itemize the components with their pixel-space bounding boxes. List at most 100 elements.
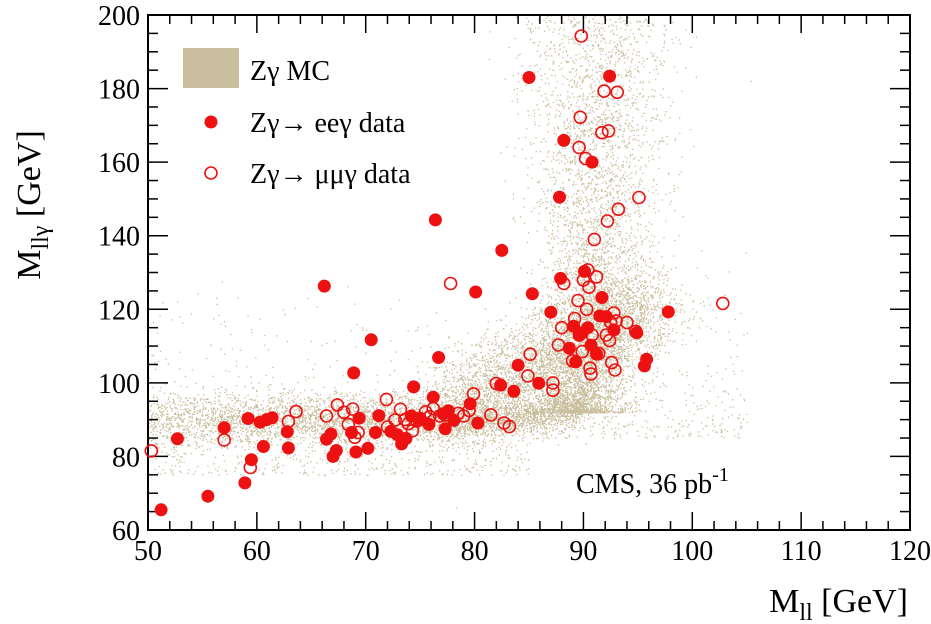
mumu-data-point bbox=[574, 29, 589, 43]
y-tick-label: 160 bbox=[98, 148, 140, 179]
ee-data-point bbox=[217, 421, 231, 435]
mumu-data-point bbox=[438, 408, 453, 422]
y-tick-label: 80 bbox=[112, 442, 140, 473]
ee-data-point bbox=[511, 358, 525, 372]
ee-data-point bbox=[241, 412, 255, 425]
mumu-data-point bbox=[572, 140, 586, 155]
ee-data-point bbox=[349, 445, 363, 459]
mumu-data-point bbox=[595, 125, 609, 140]
mumu-data-point bbox=[573, 110, 588, 125]
ee-data-point bbox=[595, 291, 609, 304]
x-tick-label: 120 bbox=[889, 536, 931, 567]
mumu-data-point bbox=[351, 425, 365, 440]
mumu-data-point bbox=[608, 363, 622, 377]
ee-data-point bbox=[238, 476, 252, 490]
mumu-data-point bbox=[144, 444, 159, 458]
mumu-data-point bbox=[243, 460, 258, 475]
ee-data-point bbox=[154, 503, 168, 517]
mumu-data-point bbox=[602, 333, 617, 348]
mumu-data-point bbox=[546, 383, 560, 398]
mumu-data-point bbox=[565, 353, 580, 368]
ee-data-point bbox=[603, 69, 617, 83]
mumu-data-point bbox=[604, 355, 619, 370]
mumu-data-point bbox=[578, 151, 593, 166]
mumu-data-point bbox=[607, 306, 621, 320]
mumu-data-point bbox=[584, 367, 598, 381]
legend-label-ee: Zγ→ eeγ data bbox=[250, 108, 406, 139]
ee-data-point bbox=[438, 422, 452, 436]
mumu-data-point bbox=[281, 414, 296, 429]
mumu-data-point bbox=[426, 401, 441, 416]
mumu-data-point bbox=[589, 270, 604, 284]
ee-data-point bbox=[532, 376, 546, 390]
mumu-data-point bbox=[585, 328, 599, 342]
legend: Zγ MC Zγ→ eeγ data Zγ→ μμγ data bbox=[183, 48, 411, 190]
mumu-data-point bbox=[337, 405, 351, 420]
x-tick-label: 80 bbox=[461, 536, 489, 567]
mumu-data-point bbox=[600, 214, 615, 228]
ee-data-point bbox=[585, 155, 599, 169]
mumu-data-point bbox=[345, 402, 360, 416]
mumu-data-point bbox=[715, 296, 730, 311]
mumu-data-point bbox=[217, 433, 231, 447]
ee-data-point bbox=[494, 378, 508, 392]
ee-data-point bbox=[265, 411, 279, 425]
ee-data-point bbox=[562, 341, 576, 355]
ee-data-point bbox=[557, 133, 571, 147]
legend-marker-mumu bbox=[204, 166, 218, 180]
ee-data-point bbox=[280, 425, 294, 439]
y-axis-title: Mllγ [GeV] bbox=[11, 130, 54, 280]
mumu-data-point bbox=[379, 392, 394, 407]
mumu-data-point bbox=[632, 190, 646, 205]
y-axis-title-unit: [GeV] bbox=[11, 130, 48, 225]
mumu-data-point bbox=[546, 376, 560, 390]
mumu-data-point bbox=[341, 417, 356, 432]
mumu-data-point bbox=[610, 85, 625, 100]
ee-data-point bbox=[471, 416, 485, 430]
x-tick-label: 110 bbox=[781, 536, 822, 567]
ee-data-point bbox=[201, 489, 215, 503]
mumu-data-point bbox=[597, 84, 611, 98]
ee-data-point bbox=[432, 351, 446, 364]
ee-data-point bbox=[347, 366, 361, 380]
mumu-data-point bbox=[484, 408, 498, 422]
legend-label-mumu: Zγ→ μμγ data bbox=[250, 159, 411, 190]
mumu-data-point bbox=[583, 361, 597, 375]
ee-data-point bbox=[324, 427, 338, 441]
mumu-data-point bbox=[380, 420, 395, 434]
ee-data-point bbox=[525, 287, 539, 301]
mumu-data-point bbox=[462, 403, 476, 418]
mumu-data-point bbox=[611, 202, 626, 216]
ee-data-point bbox=[170, 432, 184, 446]
mumu-data-point bbox=[591, 346, 606, 361]
mumu-data-point bbox=[579, 302, 594, 317]
y-tick-label: 140 bbox=[98, 222, 140, 253]
ee-data-point bbox=[428, 213, 442, 227]
ee-data-point bbox=[661, 305, 675, 319]
x-axis-title-unit: [GeV] bbox=[813, 583, 908, 620]
mumu-data-point bbox=[523, 347, 537, 362]
mumu-data-point bbox=[443, 276, 458, 291]
x-tick-label: 70 bbox=[352, 536, 380, 567]
mumu-data-point bbox=[489, 376, 504, 391]
cms-annotation: CMS, 36 pb-1 bbox=[576, 464, 729, 500]
mc-background-layer bbox=[148, 15, 752, 509]
cms-annotation-sup: -1 bbox=[712, 464, 729, 486]
ee-data-point bbox=[372, 409, 386, 423]
x-tick-label: 100 bbox=[671, 536, 713, 567]
ee-data-point bbox=[544, 305, 558, 319]
ee-data-point bbox=[281, 441, 295, 455]
y-tick-label: 100 bbox=[98, 369, 140, 400]
x-axis-title: Mll [GeV] bbox=[769, 583, 908, 624]
mumu-data-point bbox=[502, 419, 517, 434]
x-axis-title-sub: ll bbox=[799, 600, 813, 624]
y-tick-label: 180 bbox=[98, 75, 140, 106]
mumu-data-point bbox=[620, 315, 634, 330]
x-tick-label: 60 bbox=[243, 536, 271, 567]
ee-data-point bbox=[361, 441, 375, 455]
mumu-data-point bbox=[388, 413, 402, 427]
mumu-data-point bbox=[628, 324, 643, 339]
mumu-data-point bbox=[587, 232, 602, 247]
mumu-data-point bbox=[556, 276, 571, 291]
